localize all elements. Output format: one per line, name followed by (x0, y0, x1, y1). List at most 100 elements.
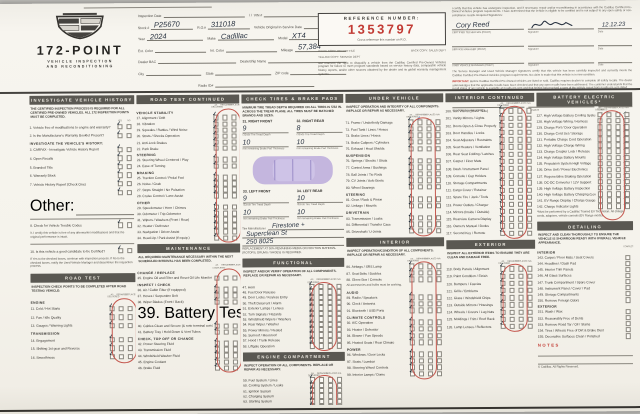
checkbox-slots (624, 291, 633, 297)
technician-signature-line (527, 20, 594, 31)
item-label: 80. Wheel Bearings (345, 185, 375, 190)
manager-certification-paragraph: The Service Manager and Used Vehicle Man… (452, 68, 633, 78)
checkbox-slots: ✓ (116, 152, 134, 161)
checklist-column: UNDER VEHICLE INSPECT OPERATION AND INTEG… (345, 93, 445, 405)
yellow-copy-label: YELLOW COPY: SERVICE DEPT (318, 54, 361, 60)
checkmark-icon: ✓ (116, 219, 122, 226)
item-label: 154. Tires / Wheels Free of Dirt & Brake… (537, 328, 604, 333)
handwritten-note-2: 250 8025 (246, 237, 274, 246)
signature-row-technician: Cory Reed 12.12.23 (451, 20, 632, 31)
checkbox (625, 278, 631, 285)
brake-pad-line: 10 (243, 207, 290, 218)
service-manager-signature-line (527, 37, 595, 47)
checkbox (625, 285, 631, 291)
item-label: 1. Vehicle free of modifications to engi… (29, 124, 111, 130)
section-intro: MINIMUM TIRE TREAD DEPTH REQUIRED ON ALL… (242, 104, 342, 118)
item-label: 134. High Voltage Battery Mounts (536, 155, 586, 160)
item-label: 115. Rearview Camera Display (446, 216, 492, 222)
checklist-item: 2. Is the Manufacturer's Warranty Bookle… (30, 129, 134, 140)
int-color-label: Int. Color (210, 48, 224, 53)
checkbox (435, 139, 441, 145)
checkbox-slots (623, 254, 632, 261)
item-label: 114. Mirrors (Inside / Outside) (446, 209, 490, 215)
checkbox (527, 323, 533, 330)
brake-pad-label: mm remaining Brake Pad Thickness (243, 216, 285, 221)
brake-pad-label: mm remaining Brake Pad Thickness (297, 216, 339, 220)
checkbox (435, 228, 442, 234)
section-engine-compartment: ENGINE COMPARTMENT INSPECT OPERATION OF A… (242, 351, 345, 406)
brake-pad-handwritten: 10 (296, 208, 305, 216)
item-label: 110. Storage Compartments (445, 181, 488, 186)
item-label: 104. Seat Adjusters / Restraints (445, 137, 492, 143)
checkbox (435, 221, 442, 228)
checkbox (527, 294, 533, 301)
form-subtitle-1: VEHICLE INSPECTION (47, 58, 113, 64)
item-label: 13. Gauges / Warning Lights (30, 323, 73, 329)
year-label: Year (137, 37, 145, 42)
item-label: 29. Speedometer / Horn / Chimes (136, 205, 187, 210)
copy-distribution: WHITE COPY: DEALER FILE BACK COPY: SALES… (318, 48, 446, 53)
certification-paragraph: I certify that this vehicle has undergon… (451, 5, 632, 18)
item-label: 21. Anti-Lock Brakes (136, 140, 167, 145)
item-label: 3. CARFAX - Investigate Vehicle History … (29, 147, 99, 153)
item-label: 30. Odometer / Trip Odometer (137, 211, 182, 216)
item-label: 46. Brake Fluid (137, 366, 161, 371)
item-label: 76. Springs / Shocks / Struts (345, 158, 388, 164)
column-header-label: AS DELIVERED (107, 294, 120, 299)
section-detailing: DETAILING INSPECT AND CLEAN THOROUGHLY TO… (537, 221, 634, 370)
checkbox-slot: ✓ (115, 121, 124, 130)
date-label: Date (598, 46, 604, 50)
item-label: 36. Air / Cabin Filter (if equipped) (137, 287, 186, 293)
tread-depth-line: 9 (242, 124, 289, 134)
item-label: 133. Charge Coupler Lock / Release (536, 149, 591, 154)
checkbox (527, 309, 533, 315)
item-label: 47. Horn (242, 284, 256, 290)
checkbox (336, 404, 343, 406)
brand-block: 172-POINT VEHICLE INSPECTION AND RECONDI… (32, 10, 128, 69)
section-check-tires-brake-pads: CHECK TIRES & BRAKE PADS MINIMUM TIRE TRE… (241, 93, 345, 256)
checkmark-icon: ✓ (115, 186, 122, 194)
handwritten-note-1: Superclean St (246, 229, 288, 238)
item-label: 16. Smoothness (30, 355, 55, 360)
item-label: 125. Moldings / Trim / Roof Rack (446, 317, 495, 322)
checkbox (126, 146, 132, 153)
checkbox (435, 177, 442, 184)
section-intro: ALL REQUIRED MAINTENANCE NECESSARY WITHI… (138, 254, 234, 264)
checkbox-slot (433, 119, 442, 125)
checkbox (625, 321, 631, 327)
checkbox-slot (434, 263, 443, 269)
item-label: 139. High Voltage Battery Inspection (536, 186, 591, 191)
note-text: If Yes to the checked boxes, continue wi… (30, 256, 133, 269)
checkbox (625, 333, 631, 339)
section-rows: 59. Fuel System / Lines ✓ 60. Cooling Syst… (243, 374, 345, 406)
checkbox-slots (624, 308, 633, 315)
item-label: 19. Squeaks / Rattles / Wind Noise (136, 128, 188, 133)
checkbox (435, 119, 441, 125)
checkbox-slot (125, 248, 134, 254)
checkbox (526, 172, 533, 179)
checkbox-slots (623, 266, 632, 273)
section-rows: 118. Body Panels / Alignment ✓ 119. Paint … (446, 263, 535, 333)
item-label: 132. High Voltage Charge Wiring (536, 143, 585, 148)
item-label: 15. Shifting 1st gear and Reverse (30, 346, 80, 351)
signature-row-used-vehicle-manager (452, 53, 633, 64)
checkbox-slot (624, 308, 633, 315)
section-rows: ENGINE 11. Cold / Hot Starts ✓ 12. Fan / Id… (30, 298, 137, 364)
checkbox-slots (624, 321, 633, 327)
inservice-date-label: Vehicle Original In-Service Date (254, 24, 302, 29)
checkbox (336, 343, 343, 349)
item-label: 53. Windshield Wipers / Washers (242, 317, 292, 322)
ext-color-label: Ext. Color (138, 48, 153, 53)
item-label: 109. Console / Cup Holders (445, 173, 487, 179)
item-label: 94. Blower / Fan Speeds (346, 333, 383, 339)
red-oval-annotation (111, 298, 137, 364)
item-label: 100. Sun Visors (Driver Side) (445, 109, 489, 114)
red-oval-annotation (312, 375, 338, 406)
checkbox-slot (125, 155, 134, 161)
checkbox-slots: ✓ (116, 129, 134, 139)
item-label: 62. Charging System (243, 394, 274, 399)
section-interior: INTERIOR INSPECT OPERATION/CONDITION OF A… (346, 237, 445, 380)
checkbox (435, 196, 442, 202)
checkbox (435, 145, 441, 152)
ro-line: 311018 (208, 19, 251, 30)
